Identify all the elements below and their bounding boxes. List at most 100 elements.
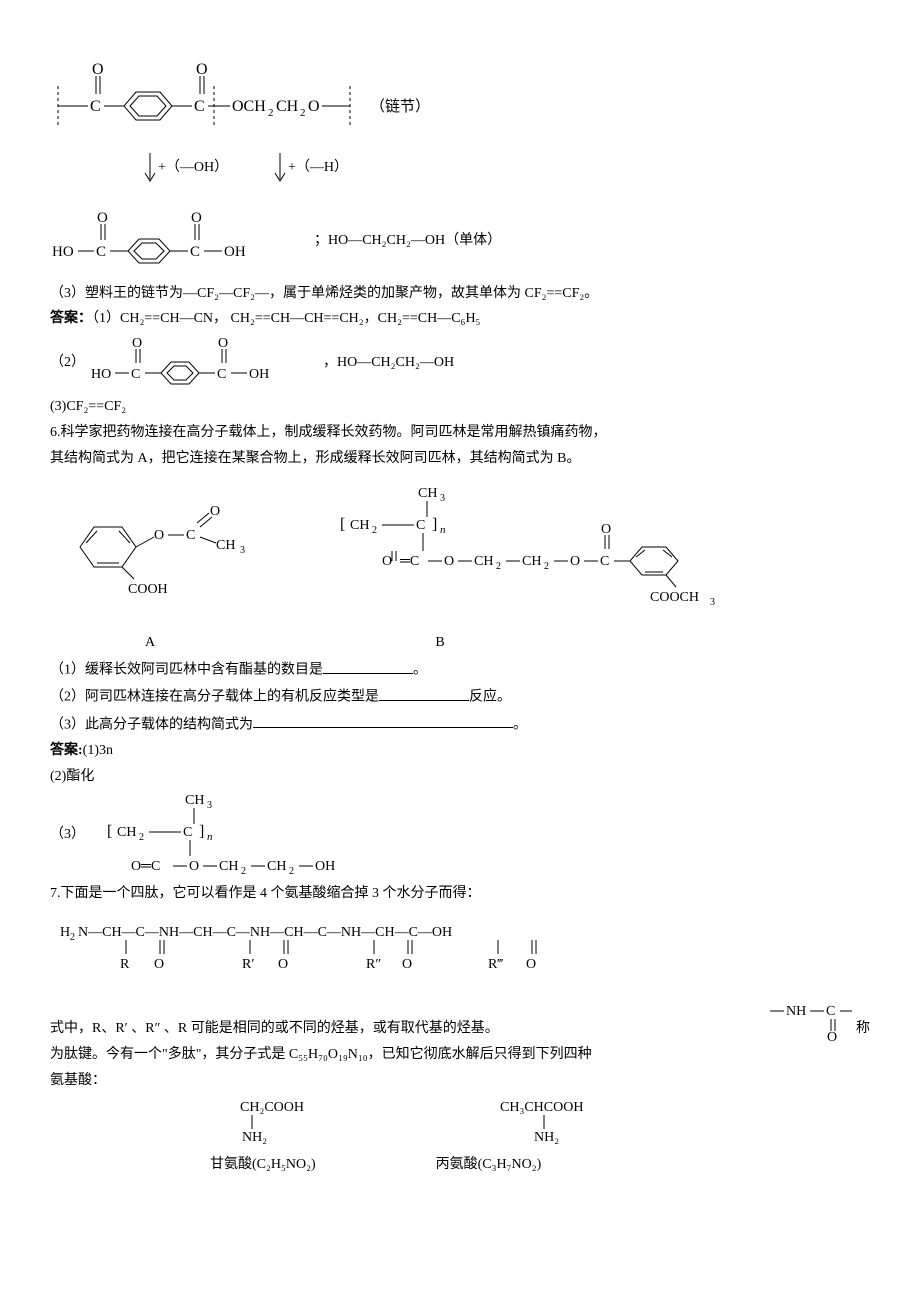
svg-text:2: 2 <box>70 932 75 943</box>
svg-text:C: C <box>90 98 101 115</box>
q6-ans3-row: （3） CH 3 [ CH 2 C ] n O═C O CH 2 CH 2 OH <box>50 790 870 880</box>
svg-text:C: C <box>131 367 140 382</box>
amino-acid-names: 甘氨酸(C₂H₅NO₂) 丙氨酸(C₃H₇NO₂) <box>210 1153 870 1177</box>
svg-text:C: C <box>96 244 106 260</box>
svg-text:O: O <box>278 957 288 972</box>
label-a: A <box>50 631 250 655</box>
svg-text:C: C <box>186 528 195 543</box>
svg-text:CH: CH <box>219 859 238 874</box>
svg-text:O: O <box>154 528 164 543</box>
q6-sub3-pre: （3）此高分子载体的结构简式为 <box>50 717 253 732</box>
svg-text:O: O <box>97 210 108 226</box>
svg-text:R: R <box>120 957 130 972</box>
q7-stem: 7.下面是一个四肽，它可以看作是 4 个氨基酸缩合掉 3 个水分子而得： <box>50 882 870 906</box>
svg-text:R‴: R‴ <box>488 957 503 972</box>
svg-text:NH₂: NH₂ <box>242 1130 267 1145</box>
svg-text:O: O <box>402 957 412 972</box>
svg-text:2: 2 <box>289 866 294 877</box>
aspirin-structures: O C O CH 3 COOH CH 3 [ CH 2 C ] n O ═C O… <box>50 477 870 626</box>
svg-text:O: O <box>196 61 208 78</box>
svg-text:CH: CH <box>522 554 541 569</box>
svg-text:]: ] <box>432 516 437 533</box>
svg-text:C: C <box>217 367 226 382</box>
answer-3: (3)CF₂==CF₂ <box>50 395 870 419</box>
svg-text:O: O <box>132 336 142 351</box>
q6-ans3-prefix: （3） <box>50 823 85 847</box>
svg-text:CH: CH <box>350 518 369 533</box>
svg-text:NH₂: NH₂ <box>534 1130 559 1145</box>
svg-text:O: O <box>154 957 164 972</box>
q6-sub1: （1）缓释长效阿司匹林中含有酯基的数目是 。 <box>50 657 870 682</box>
svg-text:n: n <box>207 831 213 843</box>
svg-text:C: C <box>194 98 205 115</box>
carrier-structure-svg: CH 3 [ CH 2 C ] n O═C O CH 2 CH 2 OH <box>89 790 389 880</box>
q7-body1-post: 称 <box>856 1017 870 1041</box>
svg-text:O: O <box>570 554 580 569</box>
svg-text:3: 3 <box>710 597 715 608</box>
svg-text:C: C <box>183 825 192 840</box>
q3-text: （3）塑料王的链节为—CF₂—CF₂—，属于单烯烃类的加聚产物，故其单体为 CF… <box>50 282 870 306</box>
svg-text:n: n <box>440 524 446 536</box>
svg-text:[: [ <box>340 516 345 533</box>
svg-text:HO: HO <box>52 244 74 260</box>
svg-text:CH: CH <box>418 486 437 501</box>
svg-text:HO: HO <box>91 367 111 382</box>
monomer-tail-text: ；HO—CH₂CH₂—OH（单体） <box>314 229 501 253</box>
svg-text:CH: CH <box>185 793 204 808</box>
svg-text:CH: CH <box>474 554 493 569</box>
q6-stem-2: 其结构简式为 A，把它连接在某聚合物上，形成缓释长效阿司匹林，其结构简式为 B。 <box>50 447 870 471</box>
q6-sub1-pre: （1）缓释长效阿司匹林中含有酯基的数目是 <box>50 663 323 678</box>
svg-text:+（—OH）: +（—OH） <box>158 159 228 175</box>
q6-answer-line: 答案:(1)3n <box>50 739 870 763</box>
svg-text:2: 2 <box>268 107 274 119</box>
svg-text:CH: CH <box>216 538 235 553</box>
q6-sub1-post: 。 <box>413 663 427 678</box>
svg-text:OH: OH <box>224 244 246 260</box>
svg-text:3: 3 <box>440 493 445 504</box>
svg-text:+（—H）: +（—H） <box>288 159 348 175</box>
svg-text:2: 2 <box>372 525 377 536</box>
answer-1: （1）CH₂==CH—CN， CH₂==CH—CH==CH₂，CH₂==CH—C… <box>92 311 480 326</box>
blank-1 <box>323 657 413 673</box>
glycine-col: CH₂COOH NH₂ <box>230 1095 350 1154</box>
alanine-col: CH₃CHCOOH NH₂ <box>490 1095 630 1154</box>
answer-2-row: （2） HO C O C O OH ，HO—CH₂CH₂—OH <box>50 333 870 393</box>
q6-sub2: （2）阿司匹林连接在高分子载体上的有机反应类型是反应。 <box>50 684 870 709</box>
hydrolysis-arrows: +（—OH） +（—H） <box>50 151 870 200</box>
svg-text:2: 2 <box>544 561 549 572</box>
svg-text:O: O <box>444 554 454 569</box>
alanine-name: 丙氨酸(C₃H₇NO₂) <box>436 1153 542 1177</box>
answer-label: 答案： <box>50 311 92 326</box>
svg-text:CH: CH <box>267 859 286 874</box>
svg-text:CH: CH <box>117 825 136 840</box>
monomer-products: HO C O C O OH ；HO—CH₂CH₂—OH（单体） <box>50 206 870 276</box>
svg-text:3: 3 <box>240 545 245 556</box>
svg-text:C: C <box>826 1004 835 1019</box>
q7-body1-pre: 式中，R、R′ 、R″ 、R 可能是相同的或不同的烃基，或有取代基的烃基。 <box>50 1017 499 1041</box>
svg-text:CH: CH <box>276 98 299 115</box>
answer-2-prefix: （2） <box>50 351 85 375</box>
blank-2 <box>379 684 469 700</box>
q7-body1: 式中，R、R′ 、R″ 、R 可能是相同的或不同的烃基，或有取代基的烃基。 NH… <box>50 997 870 1041</box>
svg-text:C: C <box>416 518 425 533</box>
terephthalic-acid-svg: HO C O C O OH <box>89 333 319 393</box>
q6-sub2-pre: （2）阿司匹林连接在高分子载体上的有机反应类型是 <box>50 690 379 705</box>
svg-text:R″: R″ <box>366 957 381 972</box>
svg-text:2: 2 <box>300 107 306 119</box>
polymer-repeat-diagram: C O C O OCH 2 CH 2 O （链节） <box>50 46 870 145</box>
q6-sub3-post: 。 <box>513 717 527 732</box>
svg-text:O: O <box>191 210 202 226</box>
q7-body3: 氨基酸： <box>50 1069 870 1093</box>
svg-text:O: O <box>92 61 104 78</box>
svg-text:N—CH—C—NH—CH—C—NH—CH—C—NH—CH—C: N—CH—C—NH—CH—C—NH—CH—C—NH—CH—C—OH <box>78 925 452 940</box>
svg-text:3: 3 <box>207 800 212 811</box>
peptide-bond-fragment: NH C O <box>766 997 856 1041</box>
svg-text:H: H <box>60 925 70 940</box>
svg-text:COOH: COOH <box>128 582 168 597</box>
svg-text:O: O <box>827 1030 837 1041</box>
answer-line-1: 答案：（1）CH₂==CH—CN， CH₂==CH—CH==CH₂，CH₂==C… <box>50 307 870 331</box>
q6-ans2: (2)酯化 <box>50 765 870 789</box>
svg-text:O: O <box>218 336 228 351</box>
svg-text:O: O <box>601 522 611 537</box>
svg-text:CH₃CHCOOH: CH₃CHCOOH <box>500 1100 583 1115</box>
